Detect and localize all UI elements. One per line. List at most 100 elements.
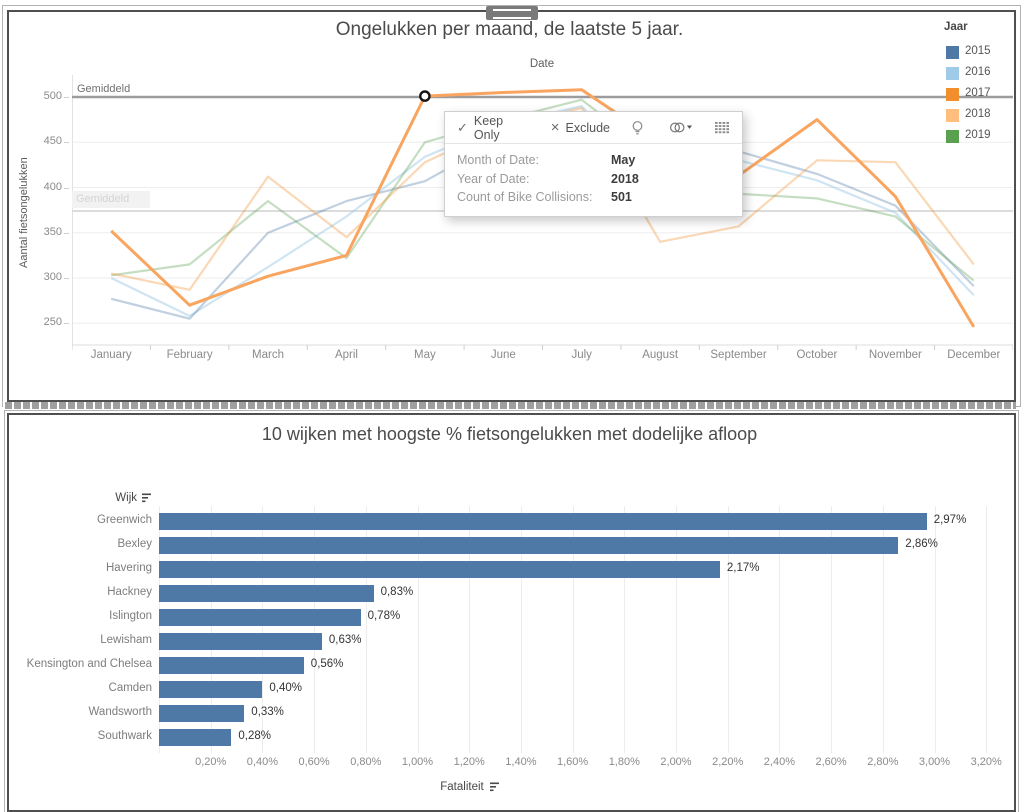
y-tick-mark bbox=[64, 232, 69, 234]
bar-category-label: Kensington and Chelsea bbox=[26, 658, 152, 670]
gridline bbox=[624, 506, 626, 753]
highlight-button[interactable] bbox=[631, 120, 644, 136]
keep-only-label: Keep Only bbox=[473, 113, 504, 142]
tooltip-row: Count of Bike Collisions: 501 bbox=[457, 188, 730, 207]
keep-only-button[interactable]: ✓ Keep Only bbox=[457, 114, 529, 142]
gridline bbox=[779, 506, 781, 753]
bar-category-label: Lewisham bbox=[100, 634, 152, 646]
gridline bbox=[469, 506, 471, 753]
panel-drag-handle-icon[interactable] bbox=[486, 6, 538, 20]
x-tick-label: 2,80% bbox=[867, 756, 899, 768]
bar-category-label: Islington bbox=[109, 610, 152, 622]
tooltip-command-bar: ✓ Keep Only × Exclude bbox=[445, 112, 742, 144]
gridline bbox=[520, 506, 522, 753]
y-tick-mark bbox=[64, 97, 69, 98]
reference-line-label: Gemiddeld bbox=[74, 83, 134, 95]
y-tick-label: 250 bbox=[43, 316, 62, 329]
legend-item-label: 2019 bbox=[965, 129, 991, 141]
bottom-chart-title: 10 wijken met hoogste % fietsongelukken … bbox=[261, 424, 758, 444]
x-tick-label: 1,80% bbox=[608, 756, 640, 768]
group-members-button[interactable] bbox=[669, 121, 693, 134]
legend-swatch bbox=[946, 46, 959, 59]
bar-value-label: 2,17% bbox=[726, 562, 760, 574]
gridline bbox=[986, 506, 988, 753]
bar-value-label: 0,40% bbox=[269, 682, 302, 694]
bar-camden[interactable] bbox=[159, 680, 263, 698]
top-chart-title: Ongelukken per maand, de laatste 5 jaar. bbox=[335, 19, 684, 40]
bar-southwark[interactable] bbox=[159, 728, 232, 746]
legend-item-2017[interactable]: 2017 bbox=[944, 87, 1014, 102]
gridline bbox=[572, 506, 574, 753]
bar-category-label: Bexley bbox=[117, 538, 152, 550]
row-header-wijk-sort[interactable]: Wijk bbox=[0, 492, 152, 504]
bar-category-label: Havering bbox=[105, 562, 152, 574]
bar-kensington-and-chelsea[interactable] bbox=[159, 656, 304, 674]
legend-item-label: 2018 bbox=[965, 108, 991, 120]
x-axis-label: Fataliteit bbox=[440, 781, 484, 793]
month-label: March bbox=[252, 349, 284, 361]
x-tick-label: 0,40% bbox=[246, 756, 278, 768]
bar-value-label: 0,63% bbox=[328, 634, 362, 646]
tooltip-label: Month of Date: bbox=[457, 153, 539, 167]
month-label: May bbox=[414, 349, 436, 361]
view-data-grid-icon bbox=[715, 121, 729, 133]
x-axis-header-fataliteit-sort[interactable]: Fataliteit bbox=[395, 781, 545, 793]
legend-item-label: 2015 bbox=[965, 45, 991, 57]
legend-swatch bbox=[946, 109, 959, 122]
bar-category-label: Greenwich bbox=[97, 514, 152, 526]
view-data-button[interactable] bbox=[715, 121, 730, 134]
bar-value-label: 0,56% bbox=[310, 658, 344, 670]
tooltip-label: Year of Date: bbox=[457, 171, 530, 186]
legend-swatch bbox=[946, 88, 959, 101]
selected-point-marker[interactable] bbox=[419, 90, 431, 102]
bar-wandsworth[interactable] bbox=[159, 704, 245, 722]
bar-bexley[interactable] bbox=[159, 536, 899, 554]
group-members-icon bbox=[669, 122, 692, 133]
y-tick-label: 500 bbox=[43, 90, 62, 102]
gridline bbox=[882, 506, 884, 753]
y-tick-label: 350 bbox=[43, 225, 62, 238]
gridline bbox=[365, 506, 367, 753]
panel-selection-band bbox=[3, 402, 1016, 409]
bar-greenwich[interactable] bbox=[159, 512, 927, 530]
legend-item-2019[interactable]: 2019 bbox=[944, 129, 1014, 144]
legend-item-label: 2017 bbox=[965, 87, 991, 99]
bar-lewisham[interactable] bbox=[159, 632, 322, 650]
month-label: June bbox=[490, 349, 516, 361]
exclude-button[interactable]: × Exclude bbox=[551, 119, 610, 136]
series-line-2018-highlighted[interactable] bbox=[110, 88, 976, 328]
legend-item-2015[interactable]: 2015 bbox=[944, 45, 1014, 60]
bar-value-label: 0,78% bbox=[367, 610, 401, 622]
y-tick-mark bbox=[64, 323, 69, 325]
sort-descending-icon bbox=[142, 493, 151, 503]
gridline bbox=[727, 506, 729, 753]
month-label: November bbox=[868, 349, 922, 361]
bar-value-label: 0,28% bbox=[238, 730, 271, 742]
gridline bbox=[210, 506, 212, 753]
legend-item-label: 2016 bbox=[965, 66, 991, 78]
gridline bbox=[417, 506, 419, 753]
legend-swatch bbox=[946, 130, 959, 143]
legend-item-2018[interactable]: 2018 bbox=[944, 108, 1014, 123]
x-tick-label: 1,00% bbox=[401, 756, 434, 768]
gridline bbox=[262, 506, 264, 753]
bar-category-label: Wandsworth bbox=[88, 706, 153, 718]
legend-item-2016[interactable]: 2016 bbox=[944, 66, 1014, 81]
month-label: August bbox=[642, 349, 679, 361]
series-line-2019[interactable] bbox=[111, 98, 975, 282]
y-tick-label: 450 bbox=[43, 135, 62, 148]
bar-islington[interactable] bbox=[159, 608, 361, 626]
tooltip-value: May bbox=[611, 153, 636, 167]
month-label: February bbox=[166, 349, 213, 361]
x-tick-label: 1,40% bbox=[505, 756, 537, 768]
drag-handle-lines bbox=[493, 9, 531, 19]
bar-value-label: 2,86% bbox=[905, 538, 938, 550]
close-icon: × bbox=[550, 119, 560, 136]
x-tick-label: 3,20% bbox=[970, 756, 1002, 768]
bar-hackney[interactable] bbox=[159, 584, 374, 602]
tooltip-value: 2018 bbox=[611, 171, 639, 186]
bar-havering[interactable] bbox=[159, 560, 720, 578]
lightbulb-icon bbox=[632, 120, 643, 134]
y-tick-label: 400 bbox=[43, 180, 62, 193]
